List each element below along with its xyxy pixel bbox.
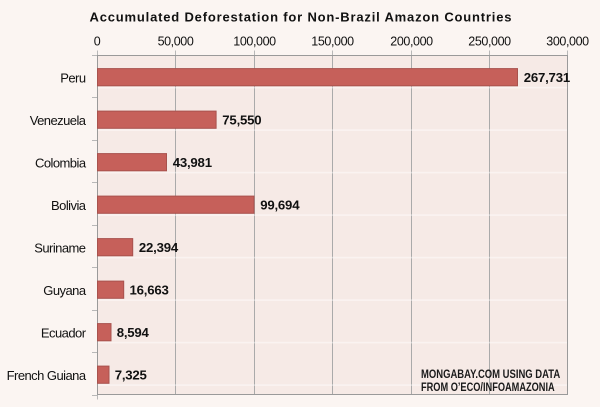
svg-text:250,000: 250,000 <box>468 35 511 49</box>
svg-text:Bolivia: Bolivia <box>51 198 87 213</box>
svg-text:99,694: 99,694 <box>260 198 300 213</box>
svg-text:FROM O’ECO/INFOAMAZONIA: FROM O’ECO/INFOAMAZONIA <box>421 381 555 394</box>
svg-text:Suriname: Suriname <box>34 241 86 256</box>
svg-text:16,663: 16,663 <box>130 283 169 298</box>
svg-text:French Guiana: French Guiana <box>7 368 87 383</box>
svg-text:22,394: 22,394 <box>139 240 179 255</box>
svg-text:43,981: 43,981 <box>173 155 212 170</box>
svg-text:Guyana: Guyana <box>43 283 87 298</box>
svg-text:267,731: 267,731 <box>524 70 570 85</box>
svg-text:Colombia: Colombia <box>35 156 87 171</box>
svg-text:0: 0 <box>94 35 101 49</box>
svg-text:8,594: 8,594 <box>117 325 150 340</box>
svg-text:MONGABAY.COM USING DATA: MONGABAY.COM USING DATA <box>421 368 560 381</box>
svg-text:100,000: 100,000 <box>233 35 276 49</box>
svg-text:200,000: 200,000 <box>390 35 433 49</box>
svg-text:150,000: 150,000 <box>311 35 354 49</box>
svg-text:7,325: 7,325 <box>115 368 147 383</box>
svg-text:Accumulated Deforestation for: Accumulated Deforestation for Non-Brazil… <box>90 10 512 25</box>
svg-text:Peru: Peru <box>60 71 86 86</box>
svg-text:Venezuela: Venezuela <box>30 113 87 128</box>
svg-text:300,000: 300,000 <box>546 35 589 49</box>
svg-text:Ecuador: Ecuador <box>41 326 87 341</box>
svg-text:75,550: 75,550 <box>222 113 261 128</box>
svg-text:50,000: 50,000 <box>158 35 194 49</box>
